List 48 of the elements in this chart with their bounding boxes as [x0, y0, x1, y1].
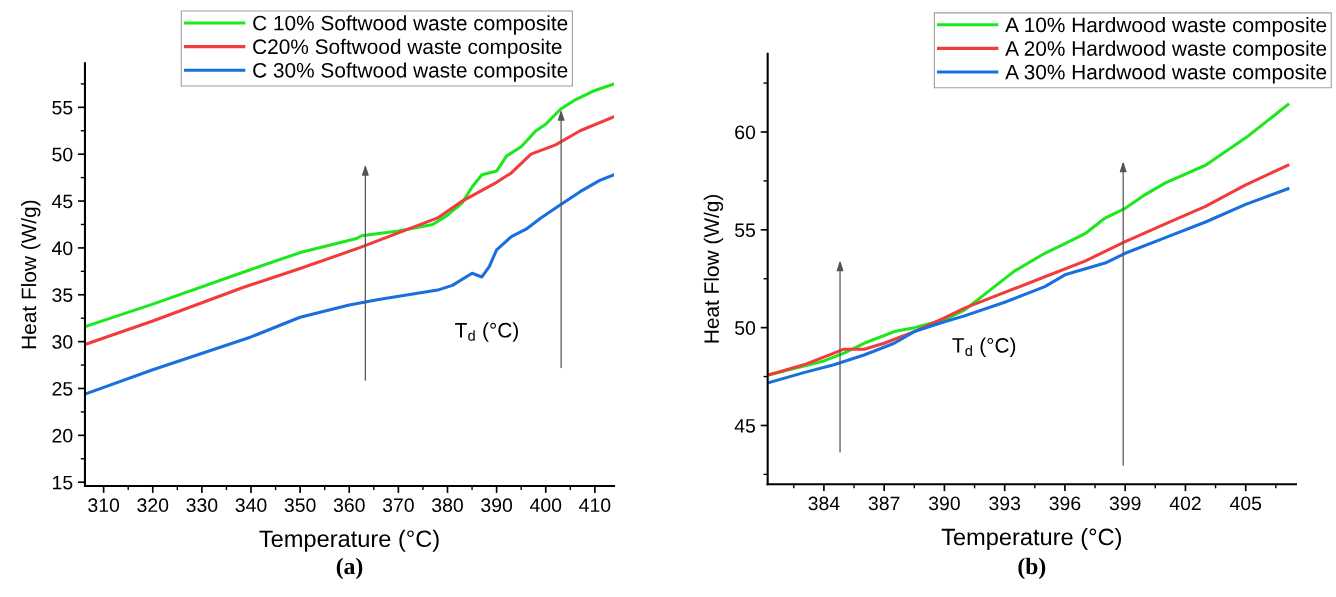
x-tick-label: 360 [333, 498, 365, 513]
line-series [84, 115, 615, 346]
y-tick-label: 30 [52, 335, 73, 349]
x-tick-label: 350 [284, 498, 316, 513]
annotation: T$_{d}$ (°C) [952, 337, 1016, 357]
x-tick-label: 340 [235, 498, 267, 513]
x-axis-title: Temperature (°C) [259, 529, 439, 552]
x-tick-label: 399 [1109, 496, 1141, 511]
legend-label: C20% Softwood waste composite [253, 38, 562, 59]
x-tick-label: 387 [868, 496, 900, 511]
y-tick-label: 35 [52, 288, 73, 303]
x-tick-label: 393 [989, 496, 1021, 511]
y-tick-label: 60 [735, 125, 756, 140]
x-tick-label: 320 [137, 498, 169, 513]
x-tick-label: 400 [529, 498, 562, 513]
y-axis-title: Heat Flow (W/g) [21, 200, 41, 349]
text: (b) [1018, 557, 1046, 580]
x-axis-title: Temperature (°C) [941, 527, 1121, 550]
y-axis-title: Heat Flow (W/g) [703, 195, 724, 343]
annotation: T$_{d}$ (°C) [455, 322, 518, 342]
x-tick-label: 396 [1049, 496, 1081, 511]
y-tick-label: 25 [52, 381, 73, 396]
y-tick-label: 55 [52, 101, 73, 115]
x-tick-label: 405 [1229, 496, 1262, 511]
y-tick-label: 45 [734, 419, 756, 433]
legend-label: A 20% Hardwood waste composite [1005, 40, 1327, 60]
y-tick-label: 55 [735, 223, 756, 238]
x-tick-label: 380 [432, 498, 463, 513]
x-tick-label: 410 [579, 498, 611, 513]
y-tick-label: 15 [53, 475, 73, 490]
legend-label: C 10% Softwood waste composite [253, 15, 568, 35]
x-tick-label: 330 [186, 498, 218, 513]
y-tick-label: 50 [735, 321, 756, 335]
x-tick-label: 390 [928, 496, 960, 511]
x-tick-label: 402 [1169, 496, 1201, 511]
y-tick-label: 40 [51, 241, 73, 256]
x-tick-label: 310 [88, 498, 120, 513]
line-series [84, 173, 615, 396]
legend-label: A 10% Hardwood waste composite [1005, 17, 1327, 37]
y-tick-label: 50 [52, 147, 73, 162]
x-tick-label: 370 [382, 498, 414, 513]
y-tick-label: 45 [51, 194, 73, 209]
text: (a) [336, 557, 363, 580]
y-tick-label: 20 [52, 428, 73, 443]
x-tick-label: 384 [808, 496, 840, 511]
legend-label: C 30% Softwood waste composite [253, 62, 568, 82]
legend-label: A 30% Hardwood waste composite [1005, 64, 1327, 84]
x-tick-label: 390 [481, 498, 513, 513]
